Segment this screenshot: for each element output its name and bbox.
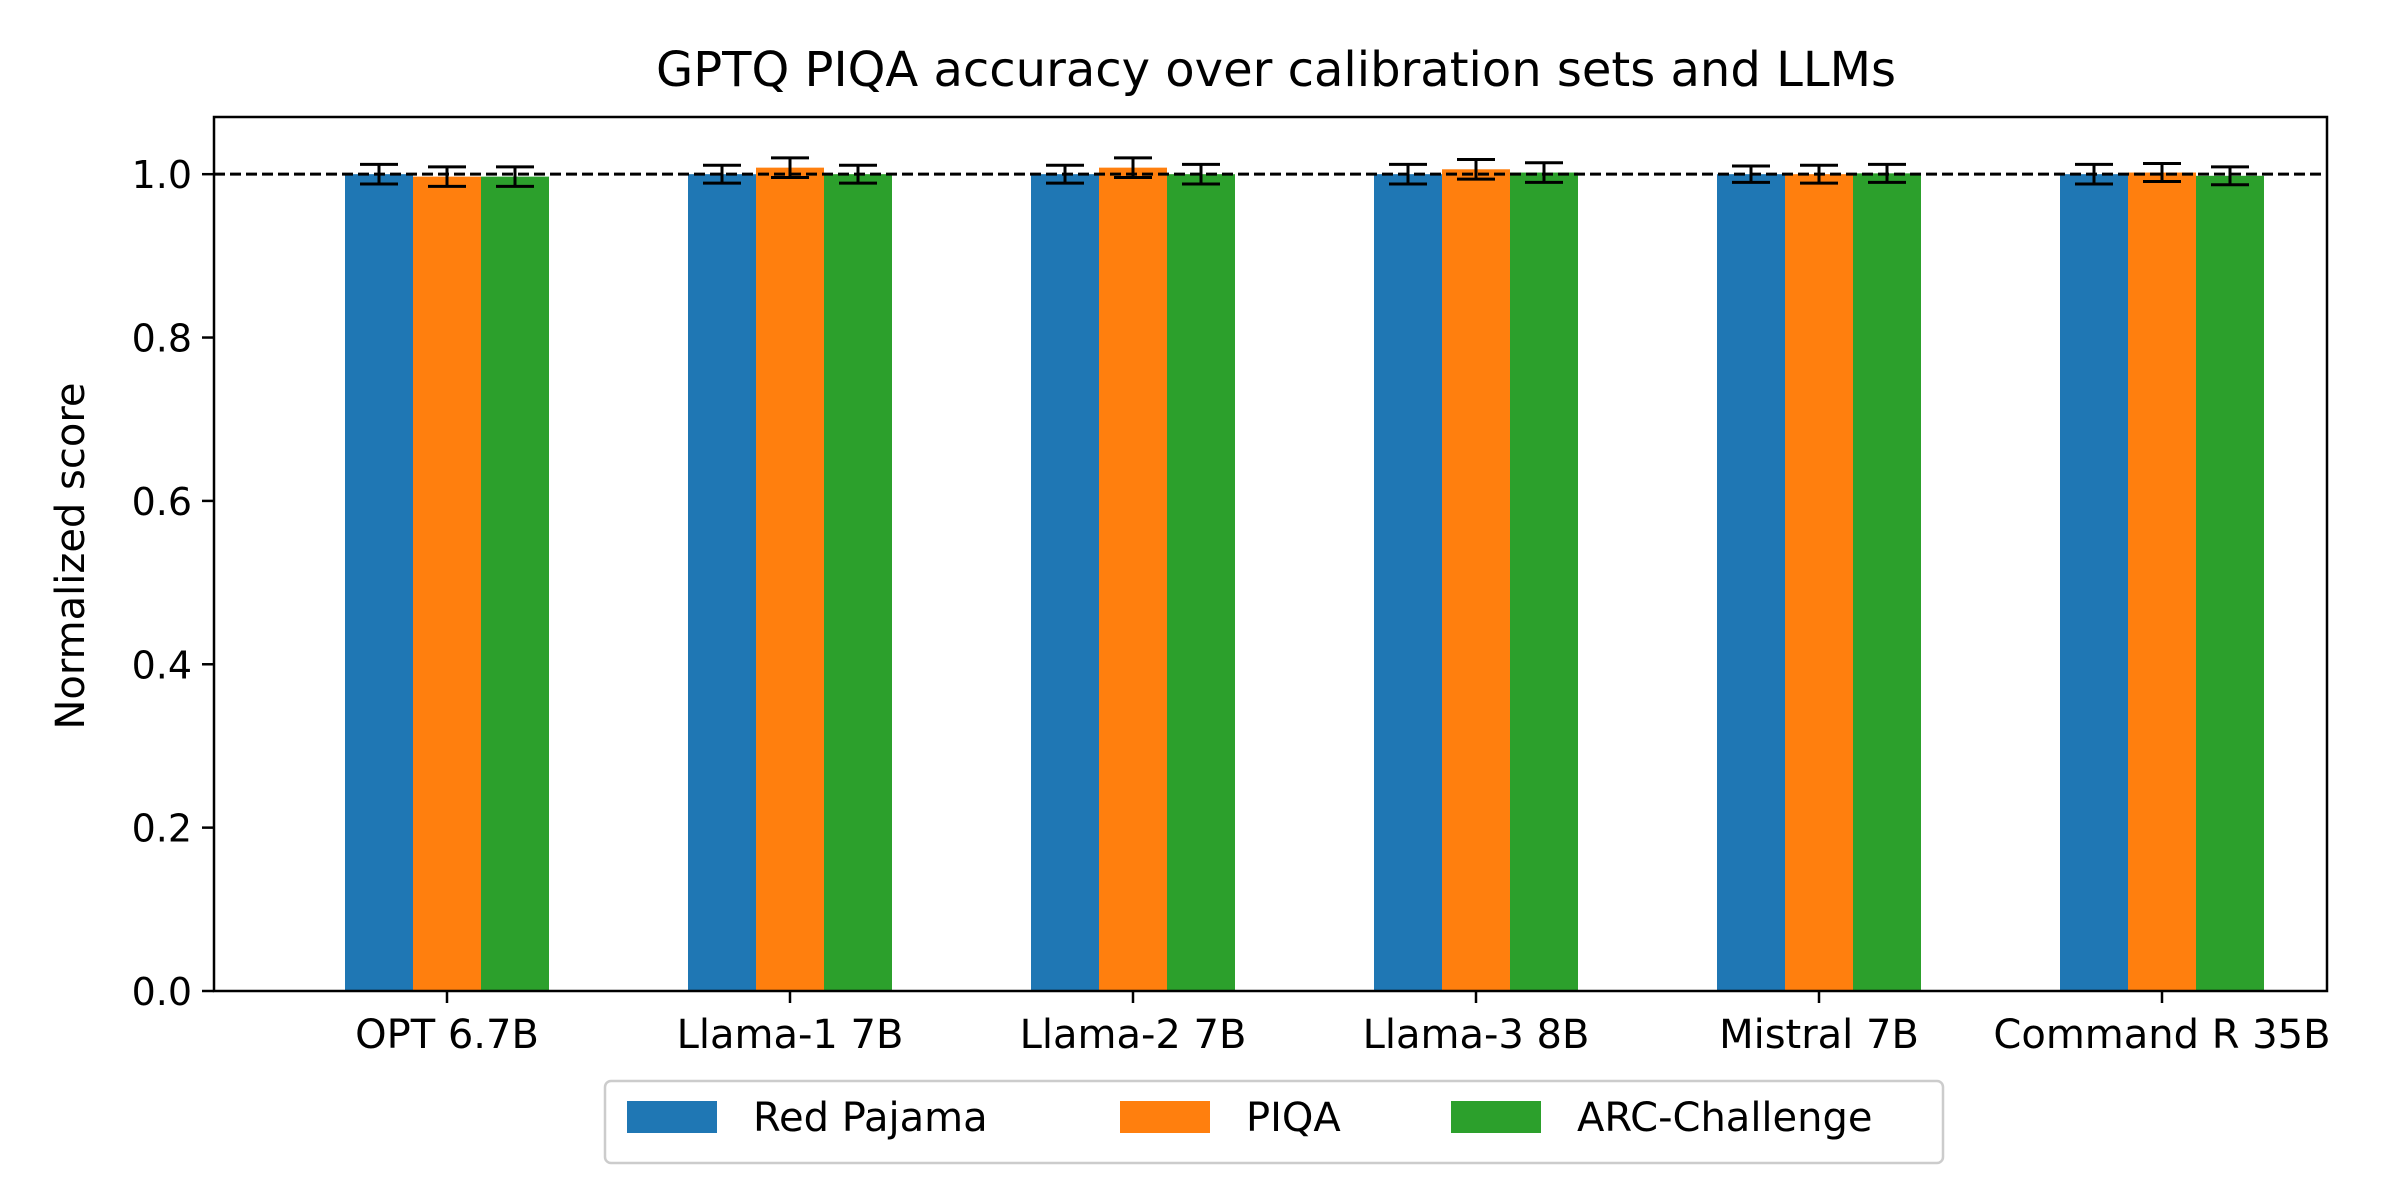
- error-bar-red-pajama-1: [703, 163, 741, 185]
- x-tick-label: Llama-3 8B: [1363, 1012, 1590, 1058]
- bar-arc-challenge-1: [824, 174, 892, 992]
- error-bar-arc-challenge-3: [1525, 161, 1563, 184]
- bar-red-pajama-4: [1717, 174, 1785, 992]
- bar-piqa-0: [413, 176, 481, 991]
- error-bar-piqa-5: [2143, 162, 2181, 184]
- bar-arc-challenge-5: [2196, 175, 2264, 991]
- legend-label: ARC-Challenge: [1577, 1095, 1873, 1141]
- legend-swatch: [1120, 1101, 1210, 1133]
- y-tick-label: 0.2: [132, 807, 192, 851]
- legend-entry-piqa: PIQA: [1120, 1095, 1341, 1141]
- bar-red-pajama-2: [1031, 174, 1099, 992]
- bar-red-pajama-5: [2060, 174, 2128, 992]
- error-bar-arc-challenge-0: [496, 165, 534, 188]
- legend-label: Red Pajama: [753, 1095, 988, 1141]
- y-tick-label: 1.0: [132, 153, 192, 197]
- bar-piqa-5: [2128, 172, 2196, 991]
- y-tick-label: 0.8: [132, 317, 192, 361]
- bar-arc-challenge-4: [1853, 173, 1921, 992]
- x-tick-label: Llama-1 7B: [677, 1012, 904, 1058]
- axes: 0.0 0.2 0.4 0.6 0.8 1.0 OPT 6.7B Llama-1 7B Llam…: [132, 115, 2331, 1058]
- legend-label: PIQA: [1246, 1095, 1341, 1141]
- bar-piqa-1: [756, 167, 824, 991]
- bar-red-pajama-3: [1374, 174, 1442, 992]
- y-tick-label: 0.4: [132, 643, 192, 687]
- legend-entry-arc-challenge: ARC-Challenge: [1451, 1095, 1873, 1141]
- bar-red-pajama-0: [345, 174, 413, 992]
- bar-red-pajama-1: [688, 174, 756, 992]
- error-bar-arc-challenge-5: [2211, 165, 2249, 187]
- legend-swatch: [627, 1101, 717, 1133]
- x-tick-label: Command R 35B: [1993, 1012, 2330, 1058]
- bar-piqa-4: [1785, 174, 1853, 992]
- error-bar-piqa-3: [1457, 157, 1495, 181]
- bar-arc-challenge-0: [481, 176, 549, 991]
- x-tick-label: Mistral 7B: [1719, 1012, 1919, 1058]
- error-bar-piqa-0: [428, 165, 466, 188]
- bar-arc-challenge-3: [1510, 172, 1578, 991]
- chart-title: GPTQ PIQA accuracy over calibration sets…: [656, 42, 1896, 98]
- plot-frame: [212, 115, 2329, 993]
- bar-piqa-2: [1099, 167, 1167, 991]
- plot-area: [214, 156, 2327, 992]
- y-tick-label: 0.0: [132, 970, 192, 1014]
- y-tick-label: 0.6: [132, 480, 192, 524]
- x-tick-label: Llama-2 7B: [1020, 1012, 1247, 1058]
- legend-entry-red-pajama: Red Pajama: [627, 1095, 988, 1141]
- bar-arc-challenge-2: [1167, 174, 1235, 992]
- legend-box: [603, 1079, 1945, 1165]
- x-tick-label: OPT 6.7B: [355, 1012, 539, 1058]
- y-axis-label: Normalized score: [48, 382, 94, 729]
- bar-piqa-3: [1442, 169, 1510, 992]
- legend-swatch: [1451, 1101, 1541, 1133]
- legend: Red Pajama PIQA ARC-Challenge: [603, 1079, 1945, 1165]
